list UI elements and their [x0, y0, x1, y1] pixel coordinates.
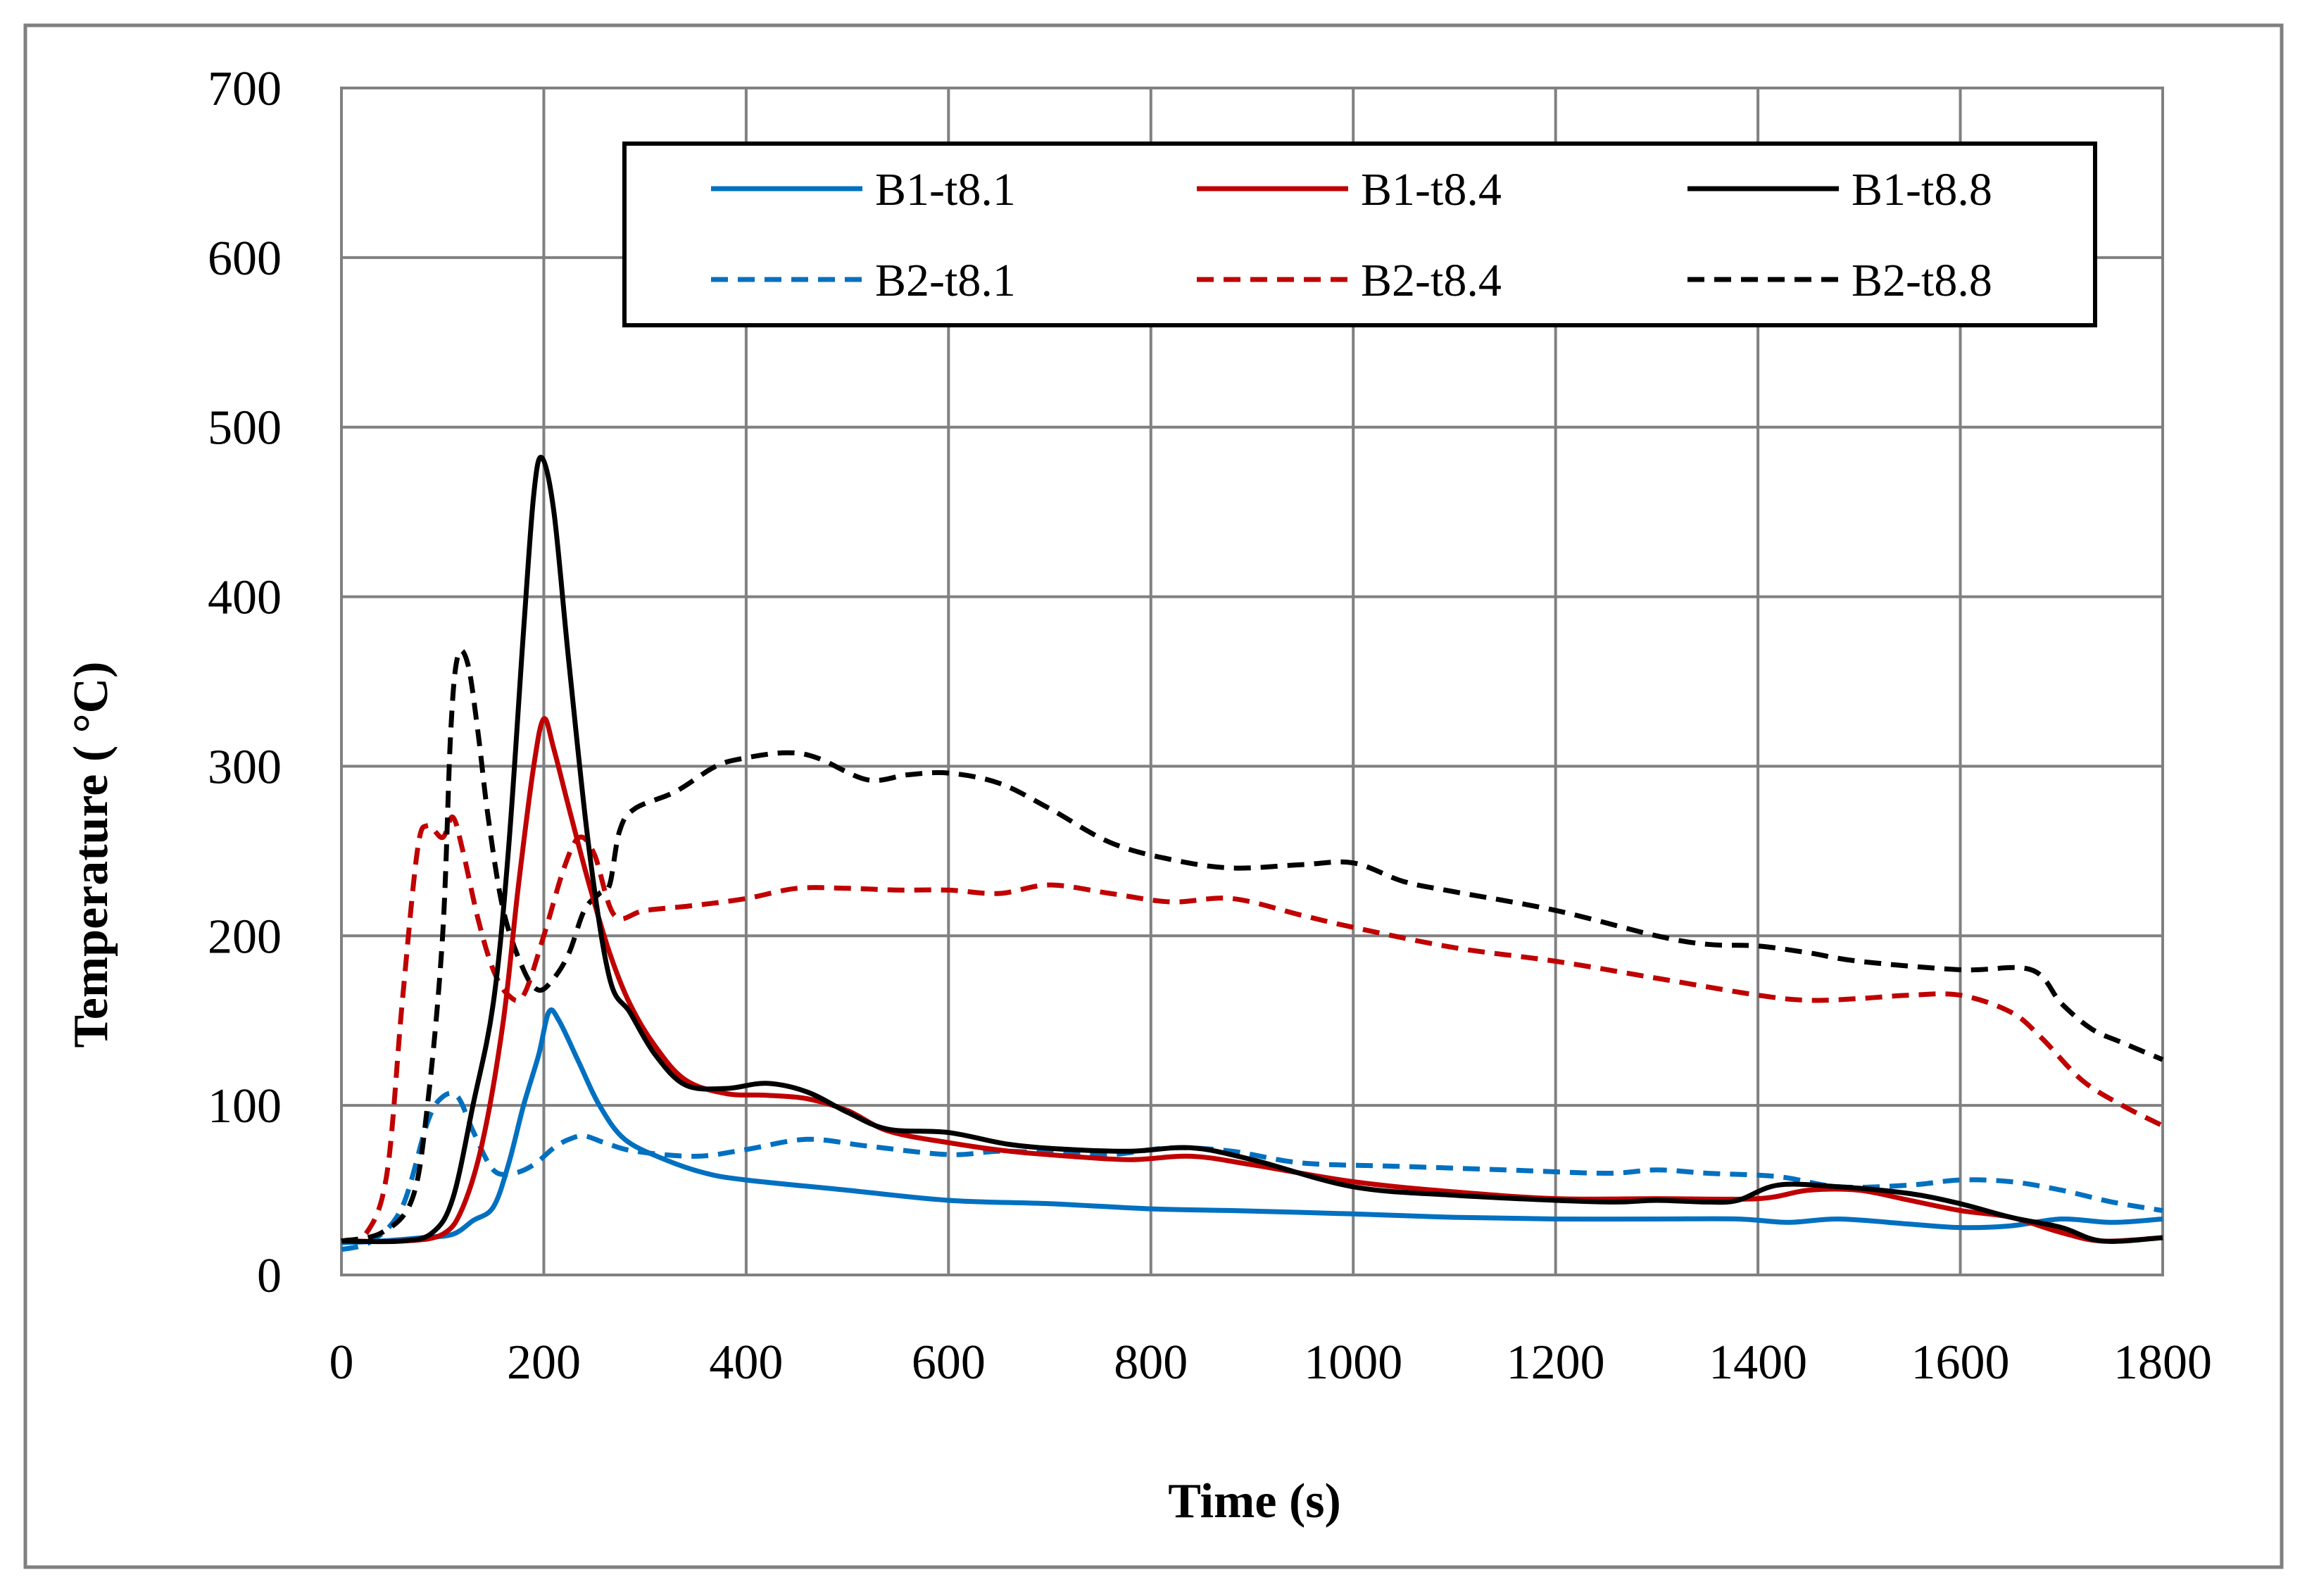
- series-line-b2-t8.8: [341, 648, 2164, 1244]
- series-line-b1-t8.1: [341, 1007, 2163, 1245]
- x-tick-label: 0: [329, 1336, 354, 1390]
- y-tick-label: 100: [208, 1079, 282, 1133]
- plot-area-border: [340, 87, 2164, 1276]
- y-tick-label: 200: [208, 910, 282, 964]
- y-tick-label: 600: [208, 232, 282, 286]
- legend: B1-t8.1 B1-t8.4 B1-t8.8 B2-t8.1 B2-t8.4 B2-t8…: [622, 142, 2097, 327]
- y-tick-label: 500: [208, 401, 282, 455]
- y-axis-title: Temperature ( °C): [64, 662, 118, 1048]
- x-tick-label: 1600: [1911, 1336, 2010, 1390]
- series-lines: [340, 455, 2164, 1252]
- x-tick-label: 1200: [1507, 1336, 1605, 1390]
- legend-label: B2-t8.4: [1361, 255, 1502, 306]
- x-tick-label: 1000: [1304, 1336, 1402, 1390]
- y-tick-label: 400: [208, 571, 282, 625]
- x-tick-label: 1400: [1709, 1336, 1807, 1390]
- y-axis-tick-labels: 0 100 200 300 400 500 600 700: [208, 62, 282, 1303]
- legend-label: B1-t8.1: [875, 164, 1016, 215]
- y-tick-label: 300: [208, 740, 282, 794]
- legend-label: B2-t8.8: [1852, 255, 1992, 306]
- x-tick-label: 1800: [2113, 1336, 2212, 1390]
- x-tick-label: 800: [1114, 1336, 1188, 1390]
- legend-box: [622, 142, 2097, 327]
- x-tick-label: 400: [709, 1336, 783, 1390]
- series-line-b2-t8.4: [340, 815, 2164, 1244]
- legend-label: B1-t8.8: [1852, 164, 1992, 215]
- x-tick-label: 600: [912, 1336, 986, 1390]
- legend-label: B2-t8.1: [875, 255, 1016, 306]
- x-axis-title: Time (s): [1168, 1474, 1341, 1528]
- y-tick-label: 0: [257, 1249, 282, 1303]
- y-tick-label: 700: [208, 62, 282, 116]
- legend-label: B1-t8.4: [1361, 164, 1502, 215]
- series-line-b1-t8.8: [341, 455, 2163, 1245]
- x-tick-label: 200: [507, 1336, 581, 1390]
- x-axis-tick-labels: 0 200 400 600 800 1000 1200 1400 1600 1800: [329, 1336, 2213, 1390]
